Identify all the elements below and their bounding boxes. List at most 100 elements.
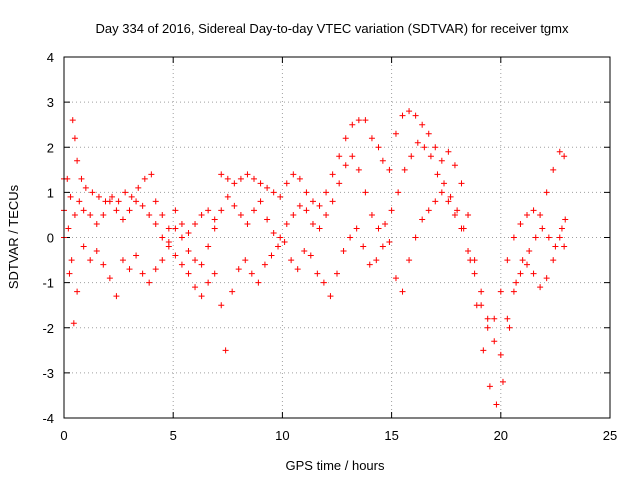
data-point [438,189,445,196]
data-point [95,193,102,200]
data-point [185,270,192,277]
data-point [395,189,402,196]
data-point [434,171,441,178]
data-point [205,243,212,250]
data-point [146,279,153,286]
x-tick-label: 25 [603,428,617,443]
data-point [264,216,271,223]
data-point [152,220,159,227]
data-point [504,257,511,264]
data-point [178,261,185,268]
data-point [229,288,236,295]
data-point [172,225,179,232]
data-point [379,243,386,250]
data-point [497,351,504,358]
data-point [497,288,504,295]
data-point [106,275,113,282]
data-point [517,270,524,277]
data-point [198,261,205,268]
data-point [237,175,244,182]
data-point [550,166,557,173]
data-point [561,243,568,250]
data-point [135,184,142,191]
data-point [277,193,284,200]
data-point [141,175,148,182]
data-point [109,193,116,200]
data-point [392,130,399,137]
data-point [106,198,113,205]
data-point [539,225,546,232]
data-point [159,234,166,241]
data-point [231,180,238,187]
data-point [473,302,480,309]
data-point [392,275,399,282]
y-tick-label: 1 [47,185,54,200]
data-point [558,225,565,232]
data-point [192,284,199,291]
y-tick-label: -1 [42,276,54,291]
data-point [329,171,336,178]
data-point [257,180,264,187]
data-point [421,144,428,151]
data-point [386,166,393,173]
data-point [513,279,520,286]
data-point [545,234,552,241]
data-point [454,207,461,214]
data-point [493,401,500,408]
data-point [316,225,323,232]
data-point [484,324,491,331]
data-point [113,207,120,214]
data-point [71,211,78,218]
data-point [373,257,380,264]
data-point [222,347,229,354]
data-point [80,243,87,250]
data-point [552,243,559,250]
data-point [432,144,439,151]
data-point [526,248,533,255]
data-point [445,148,452,155]
grid-lines [64,57,610,418]
data-point [329,198,336,205]
data-point [100,261,107,268]
data-point [451,211,458,218]
data-point [441,180,448,187]
data-point [368,135,375,142]
data-point [427,153,434,160]
data-point [244,220,251,227]
data-point [510,288,517,295]
data-point [419,121,426,128]
data-point [115,198,122,205]
data-point [412,112,419,119]
data-point [465,211,472,218]
data-point [355,117,362,124]
data-point [74,288,81,295]
y-tick-label: 0 [47,231,54,246]
data-points [61,108,569,408]
data-point [67,193,74,200]
data-point [349,121,356,128]
data-point [309,220,316,227]
data-point [65,225,72,232]
data-point [205,279,212,286]
data-point [301,248,308,255]
data-point [283,180,290,187]
data-point [198,211,205,218]
data-point [126,266,133,273]
data-point [425,130,432,137]
data-point [148,171,155,178]
data-point [139,202,146,209]
data-point [379,157,386,164]
data-point [257,198,264,205]
x-axis-label: GPS time / hours [286,458,385,473]
data-point [419,216,426,223]
y-axis-label: SDTVAR / TECUs [6,184,21,289]
data-point [504,315,511,322]
data-point [185,248,192,255]
data-point [366,261,373,268]
data-point [290,171,297,178]
data-point [323,189,330,196]
tick-labels: 0 5 10 15 20 25 -4 -3 -2 -1 0 1 2 3 4 [42,50,617,443]
data-point [119,257,126,264]
data-point [89,189,96,196]
data-point [465,248,472,255]
